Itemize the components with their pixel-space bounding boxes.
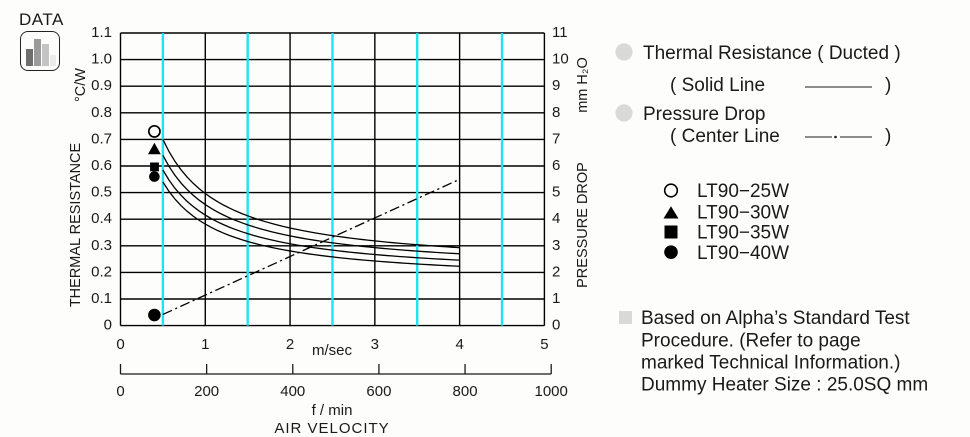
svg-text:LT90−30W: LT90−30W: [697, 203, 789, 224]
svg-text:Pressure Drop: Pressure Drop: [643, 104, 766, 125]
svg-text:LT90−40W: LT90−40W: [697, 243, 789, 264]
svg-text:Dummy Heater Size : 25.0SQ m: Dummy Heater Size : 25.0SQ mm: [641, 375, 928, 396]
svg-text:LT90−35W: LT90−35W: [697, 223, 789, 244]
svg-text:Thermal Resistance ( Ducted ): Thermal Resistance ( Ducted ): [643, 43, 901, 64]
svg-text:Procedure. (Refer to page: Procedure. (Refer to page: [641, 331, 861, 352]
svg-text:( Solid Line: ( Solid Line: [670, 75, 765, 96]
svg-text:marked Technical Information.): marked Technical Information.): [641, 353, 900, 374]
svg-text:( Center Line: ( Center Line: [670, 126, 780, 147]
svg-text:Based on Alpha’s Standard Test: Based on Alpha’s Standard Test: [641, 308, 910, 329]
svg-text:LT90−25W: LT90−25W: [697, 181, 789, 202]
svg-text:): ): [885, 126, 891, 147]
svg-text:): ): [885, 75, 891, 96]
